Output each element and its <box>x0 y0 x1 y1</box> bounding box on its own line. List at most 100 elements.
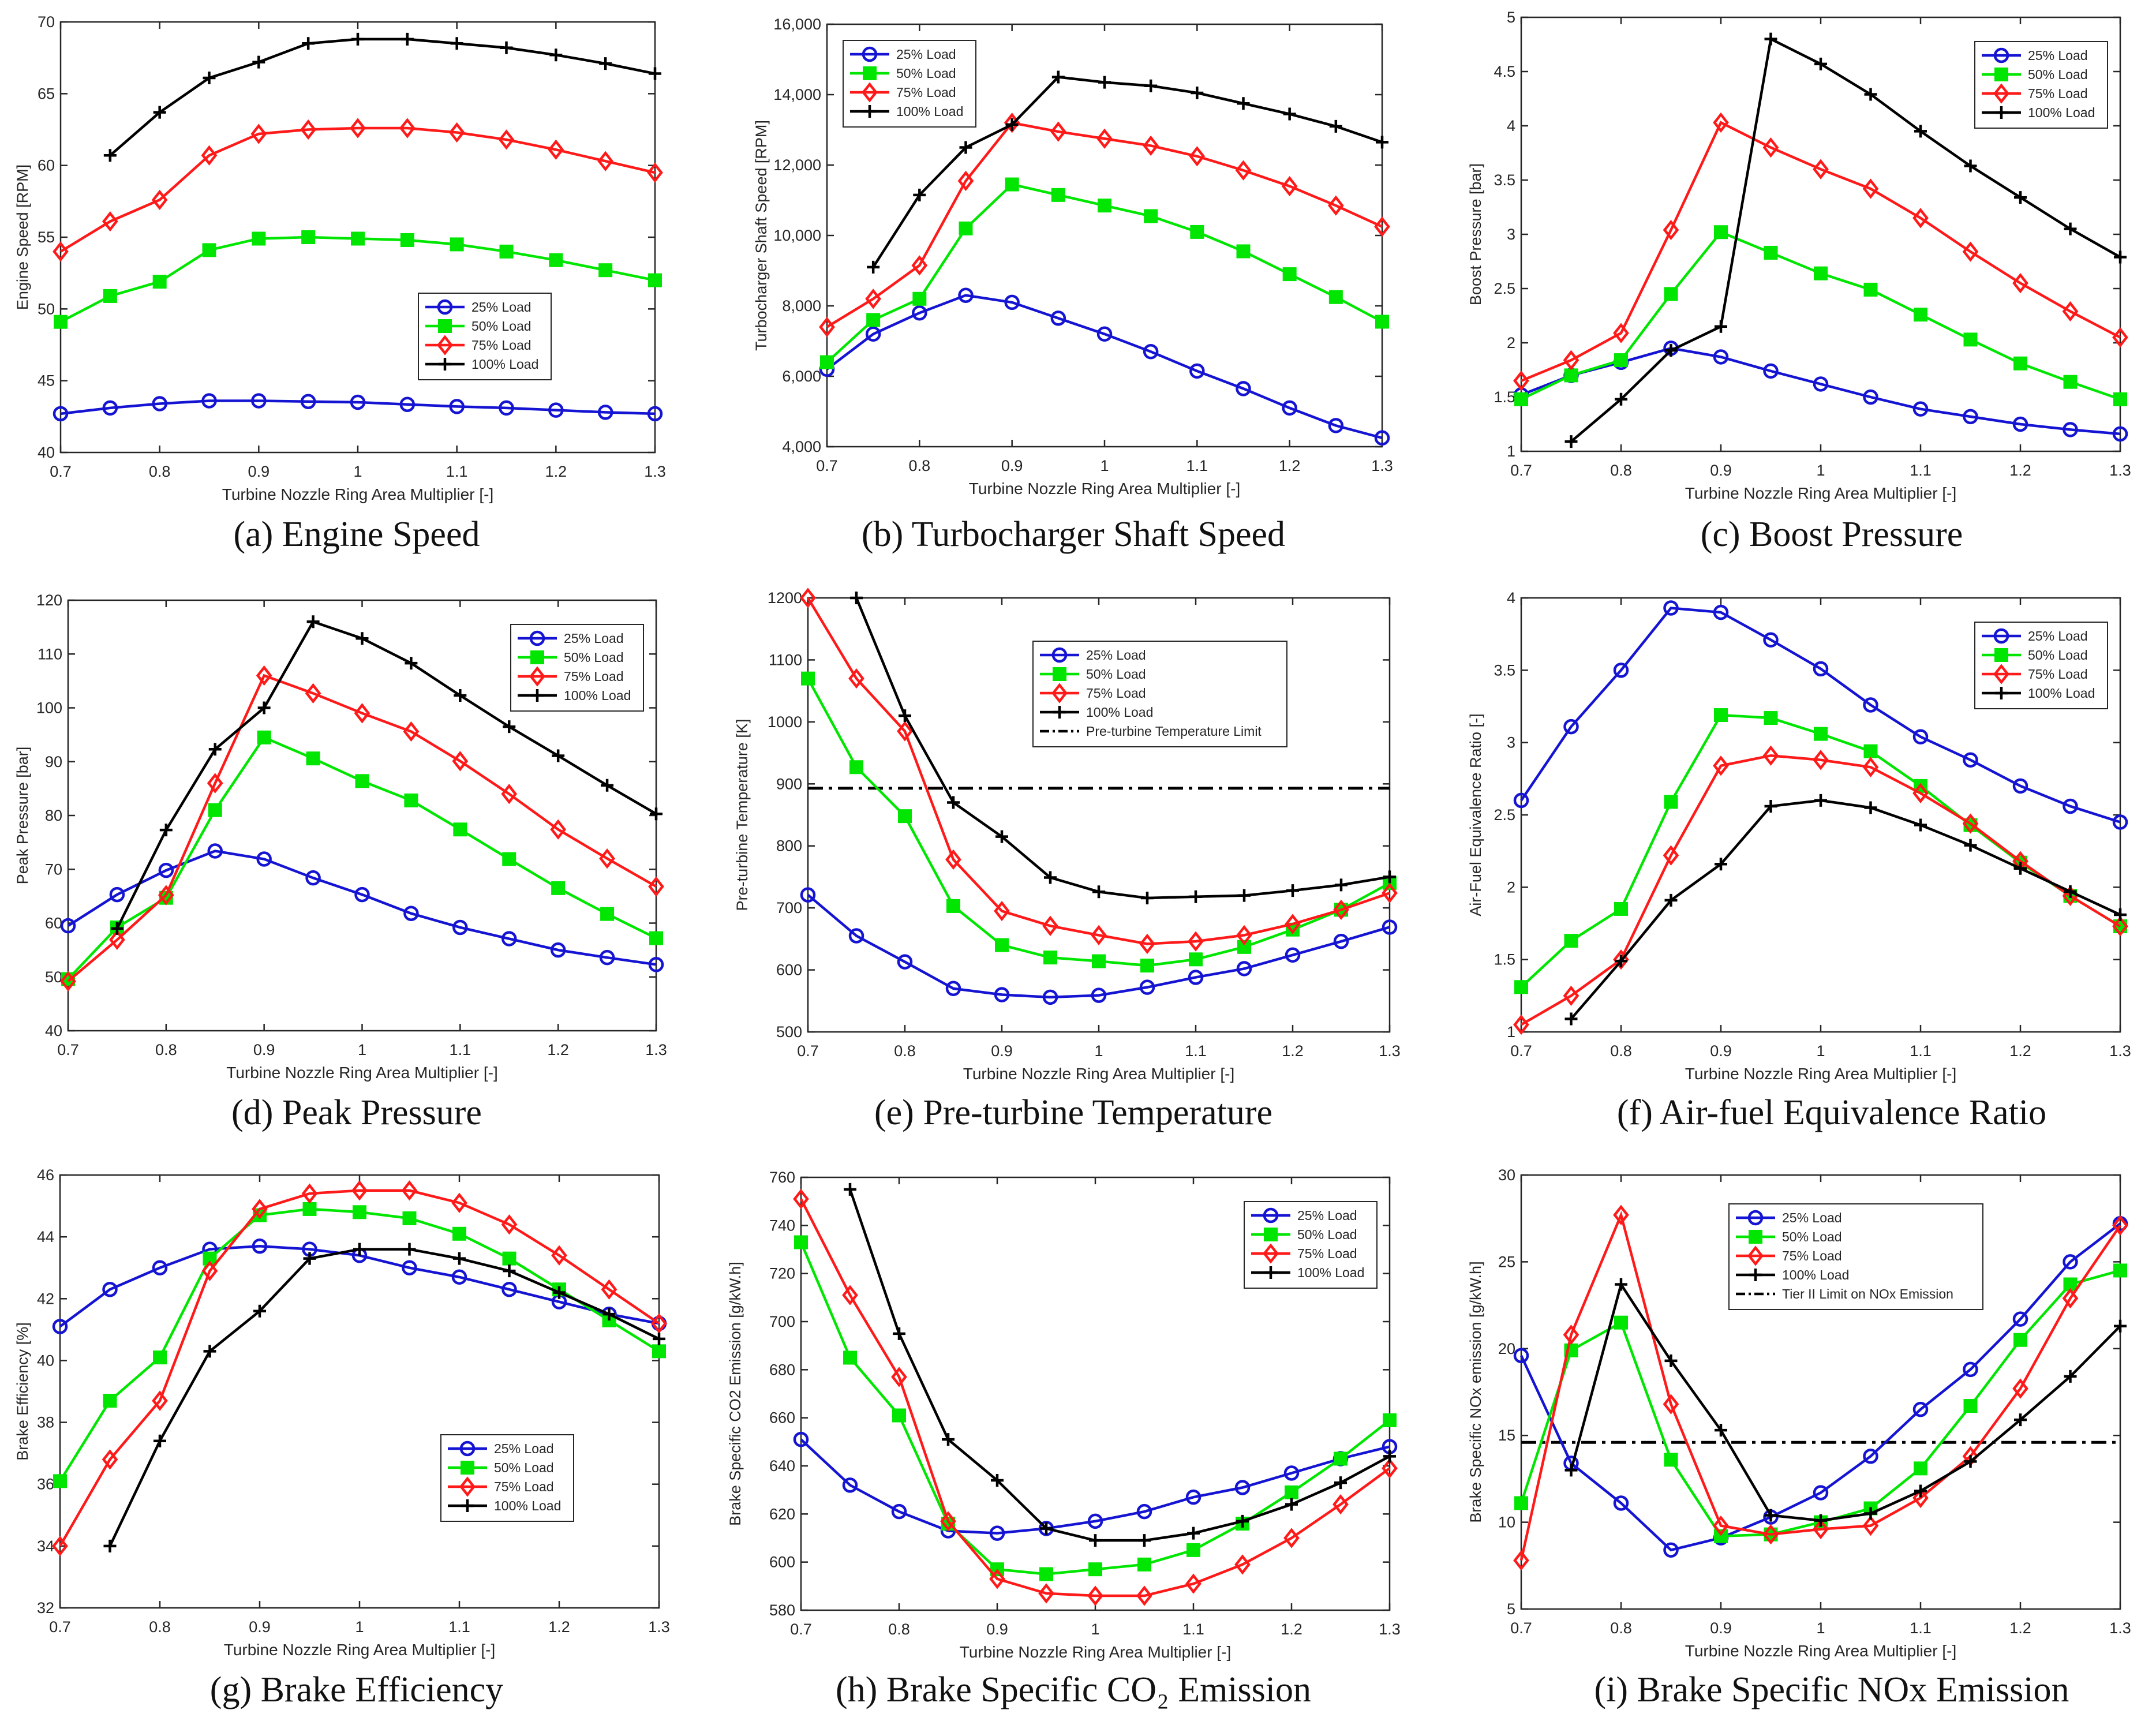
data-point-marker <box>1236 381 1251 396</box>
y-tick-label: 40 <box>37 1352 54 1369</box>
data-point-marker <box>152 1390 168 1411</box>
data-point-marker <box>1713 349 1729 365</box>
data-point-marker <box>1039 1567 1053 1581</box>
data-point-marker <box>1664 893 1678 907</box>
data-point-marker <box>1713 604 1729 620</box>
data-point-marker <box>1334 1451 1348 1466</box>
data-point-marker <box>437 335 453 356</box>
series-line <box>1570 37 2121 443</box>
series-line <box>1521 121 2121 382</box>
x-axis-label: Turbine Nozzle Ring Area Multiplier [-] <box>1685 1065 1956 1083</box>
data-point-marker <box>1285 1485 1298 1499</box>
data-point-marker <box>1087 1585 1103 1606</box>
y-tick-label: 1 <box>1507 1023 1515 1041</box>
data-point-marker <box>994 987 1010 1002</box>
data-point-marker <box>550 942 566 958</box>
legend-label: 50% Load <box>1086 667 1146 682</box>
data-point-marker <box>1813 1518 1829 1540</box>
data-point-marker <box>158 862 174 878</box>
data-point-marker <box>1614 1315 1628 1330</box>
data-point-marker <box>208 803 222 817</box>
data-point-marker <box>989 1525 1005 1541</box>
data-point-marker <box>401 1180 418 1201</box>
x-tick-label: 0.7 <box>1510 1619 1532 1637</box>
x-axis-label: Turbine Nozzle Ring Area Multiplier [-] <box>960 1643 1231 1661</box>
data-point-marker <box>1914 818 1927 832</box>
data-point-marker <box>1236 961 1252 976</box>
data-point-marker <box>989 1569 1005 1589</box>
data-point-marker <box>1763 632 1779 648</box>
data-point-marker <box>1963 409 1978 425</box>
legend: 25% Load 50% Load 75% Load 100% Load <box>1974 622 2108 709</box>
series-75-load <box>52 1180 667 1557</box>
data-point-marker <box>1190 225 1204 239</box>
y-tick-label: 640 <box>769 1457 795 1475</box>
x-tick-label: 1.2 <box>1282 1042 1304 1060</box>
x-tick-label: 1 <box>353 463 362 480</box>
data-point-marker <box>438 319 452 333</box>
data-point-marker <box>207 843 223 859</box>
data-point-marker <box>1283 1465 1300 1481</box>
data-point-marker <box>1038 1583 1054 1604</box>
data-point-marker <box>911 255 928 276</box>
data-point-marker <box>1042 989 1058 1005</box>
data-point-marker <box>52 1536 68 1557</box>
data-point-marker <box>399 396 416 412</box>
x-tick-label: 0.8 <box>1610 1042 1632 1060</box>
data-point-marker <box>863 105 876 118</box>
data-point-marker <box>892 1408 906 1423</box>
data-point-marker <box>1993 83 2009 104</box>
data-point-marker <box>551 1245 567 1266</box>
series-50-load <box>794 1235 1397 1581</box>
data-point-marker <box>1092 885 1105 899</box>
data-point-marker <box>2112 1215 2128 1236</box>
data-point-marker <box>1764 32 1777 46</box>
y-tick-label: 900 <box>776 775 802 792</box>
y-tick-label: 70 <box>38 13 55 31</box>
data-point-marker <box>60 971 76 992</box>
series-100-load <box>103 1243 665 1552</box>
x-tick-label: 0.7 <box>790 1621 812 1638</box>
x-tick-label: 0.9 <box>1710 462 1732 479</box>
data-point-marker <box>102 400 118 416</box>
legend-label: 25% Load <box>494 1441 554 1456</box>
data-point-marker <box>793 1188 809 1210</box>
data-point-marker <box>1663 219 1679 241</box>
data-point-marker <box>451 1192 467 1213</box>
data-point-marker <box>1663 600 1679 616</box>
data-point-marker <box>1764 1509 1777 1522</box>
data-point-marker <box>355 774 369 788</box>
y-tick-label: 600 <box>769 1554 795 1571</box>
data-point-marker <box>354 886 370 903</box>
data-point-marker <box>452 751 469 772</box>
y-tick-label: 40 <box>45 1022 62 1039</box>
x-axis-label: Turbine Nozzle Ring Area Multiplier [-] <box>963 1065 1234 1083</box>
data-point-marker <box>449 399 465 414</box>
data-point-marker <box>1051 188 1065 202</box>
x-tick-label: 1 <box>1816 1619 1825 1637</box>
data-point-marker <box>453 822 467 837</box>
data-point-marker <box>1912 729 1929 744</box>
data-point-marker <box>548 139 564 160</box>
data-point-marker <box>1092 954 1106 968</box>
data-point-marker <box>2012 272 2028 294</box>
y-tick-label: 600 <box>776 961 802 979</box>
x-tick-label: 1 <box>1100 457 1109 474</box>
data-point-marker <box>201 145 218 166</box>
data-point-marker <box>437 299 453 315</box>
data-point-marker <box>152 1260 168 1275</box>
data-point-marker <box>995 938 1009 952</box>
legend: 25% Load 50% Load 75% Load 100% Load <box>1244 1201 1378 1289</box>
data-point-marker <box>1144 79 1158 92</box>
x-tick-label: 1 <box>358 1041 366 1058</box>
y-tick-label: 760 <box>769 1169 795 1186</box>
x-tick-label: 1.3 <box>648 1618 670 1636</box>
x-tick-label: 0.8 <box>1610 1619 1632 1637</box>
legend-label: 50% Load <box>2028 648 2088 663</box>
series-50-load <box>61 730 663 986</box>
data-point-marker <box>1993 664 2009 684</box>
data-point-marker <box>1863 282 1878 297</box>
data-point-marker <box>1813 159 1829 179</box>
y-tick-label: 1100 <box>769 651 802 668</box>
x-tick-label: 0.7 <box>49 1618 71 1636</box>
